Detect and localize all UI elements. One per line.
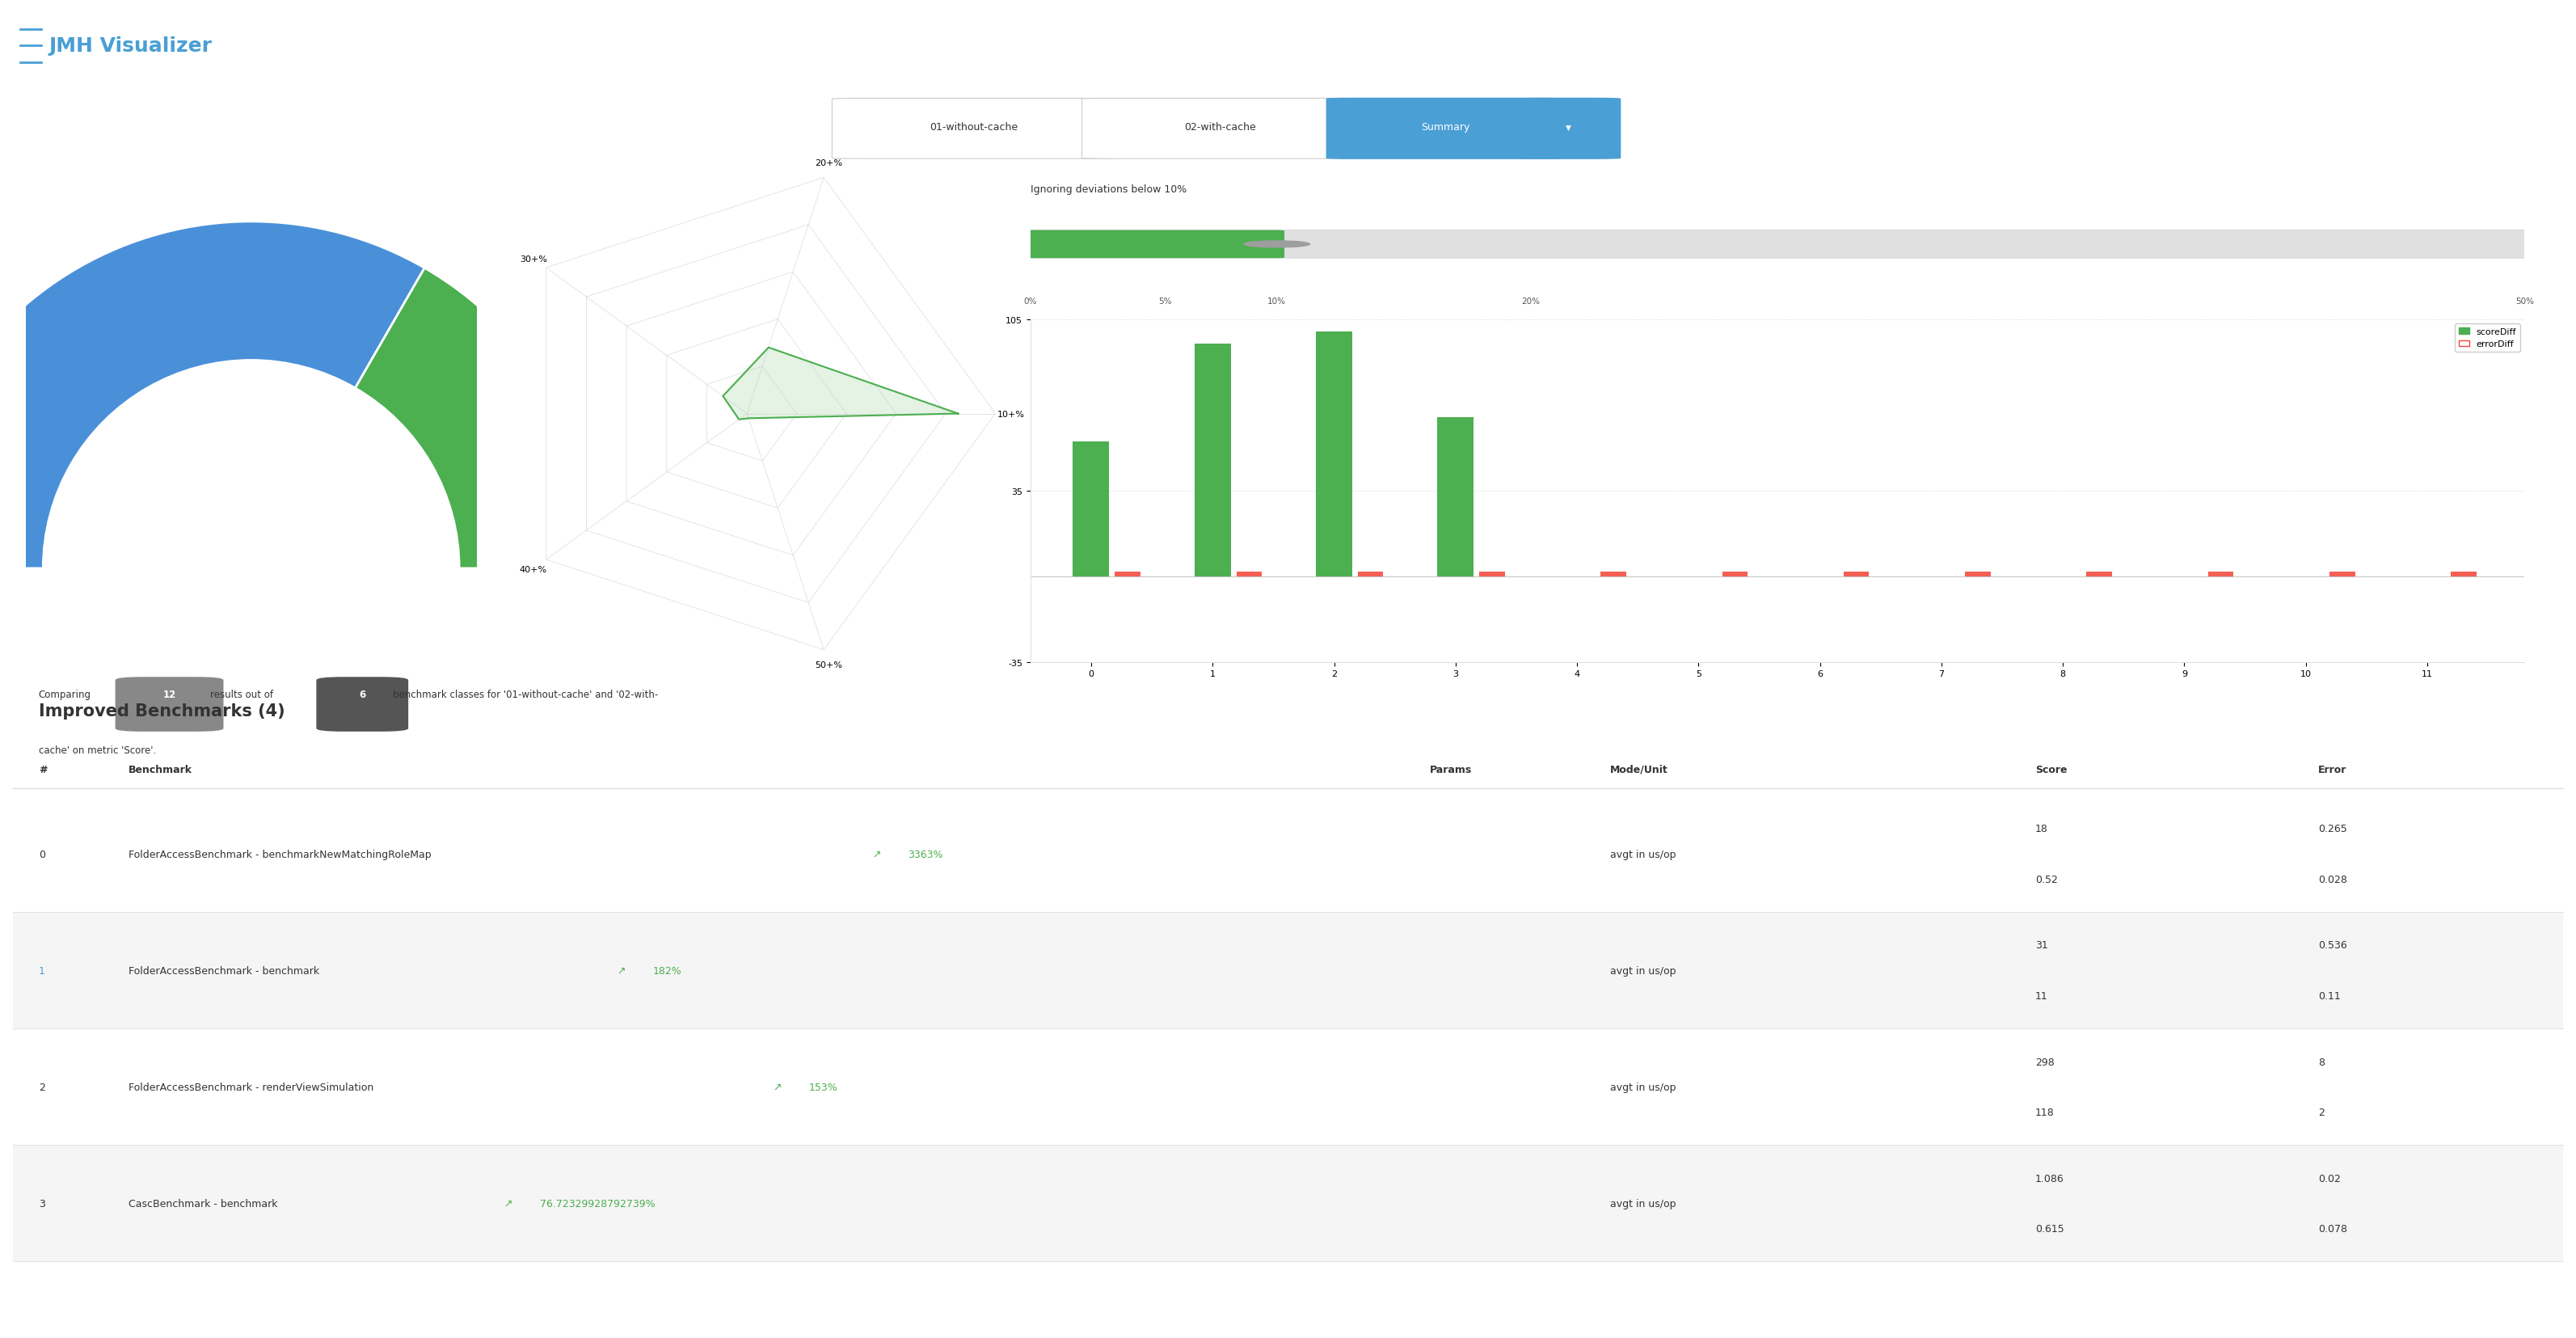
Text: Ignoring deviations below 10%: Ignoring deviations below 10% — [1030, 185, 1188, 195]
Text: 20%: 20% — [1522, 297, 1540, 306]
Circle shape — [1244, 241, 1309, 248]
Text: 118: 118 — [2035, 1107, 2053, 1117]
Text: 2: 2 — [39, 1081, 44, 1092]
Text: Benchmark: Benchmark — [129, 764, 193, 775]
FancyBboxPatch shape — [1517, 99, 1620, 159]
Text: 0.52: 0.52 — [2035, 874, 2058, 884]
Legend: scoreDiff, errorDiff: scoreDiff, errorDiff — [2455, 324, 2519, 352]
Bar — [1965, 571, 1991, 577]
Bar — [1316, 332, 1352, 577]
Bar — [2087, 571, 2112, 577]
Text: Params: Params — [1430, 764, 1471, 775]
FancyBboxPatch shape — [1023, 230, 2532, 258]
Text: CascBenchmark - benchmark: CascBenchmark - benchmark — [129, 1198, 278, 1208]
FancyBboxPatch shape — [832, 99, 1115, 159]
Text: ↗: ↗ — [773, 1081, 781, 1092]
Text: 11: 11 — [2035, 990, 2048, 1001]
Text: 31: 31 — [2035, 941, 2048, 950]
Bar — [1236, 571, 1262, 577]
Text: #: # — [39, 764, 46, 775]
Bar — [1358, 571, 1383, 577]
Text: 298: 298 — [2035, 1057, 2053, 1066]
Polygon shape — [724, 348, 958, 420]
Text: 1: 1 — [39, 965, 44, 975]
Text: FolderAccessBenchmark - renderViewSimulation: FolderAccessBenchmark - renderViewSimula… — [129, 1081, 374, 1092]
Text: Improved Benchmarks (4): Improved Benchmarks (4) — [39, 702, 286, 719]
Bar — [1115, 571, 1141, 577]
Text: FolderAccessBenchmark - benchmarkNewMatchingRoleMap: FolderAccessBenchmark - benchmarkNewMatc… — [129, 850, 433, 859]
Bar — [13, 1145, 2563, 1262]
Wedge shape — [0, 222, 425, 569]
FancyBboxPatch shape — [116, 677, 224, 732]
Text: Mode/Unit: Mode/Unit — [1610, 764, 1669, 775]
Text: 18: 18 — [2035, 824, 2048, 834]
Text: 182%: 182% — [654, 965, 683, 975]
Text: Error: Error — [2318, 764, 2347, 775]
Bar — [1437, 417, 1473, 577]
Text: 3: 3 — [39, 1198, 44, 1208]
Text: ▼: ▼ — [1566, 124, 1571, 131]
Text: avgt in us/op: avgt in us/op — [1610, 965, 1677, 975]
Text: 0.11: 0.11 — [2318, 990, 2342, 1001]
Text: 02-with-cache: 02-with-cache — [1185, 122, 1255, 132]
Text: benchmark classes for '01-without-cache' and '02-with-: benchmark classes for '01-without-cache'… — [394, 689, 659, 700]
Text: avgt in us/op: avgt in us/op — [1610, 1081, 1677, 1092]
Text: 0%: 0% — [1023, 297, 1038, 306]
Text: 6: 6 — [358, 689, 366, 700]
FancyBboxPatch shape — [1023, 230, 1285, 258]
Bar — [1600, 571, 1625, 577]
Text: 0.615: 0.615 — [2035, 1223, 2063, 1234]
Bar — [2329, 571, 2354, 577]
Text: ↗: ↗ — [616, 965, 626, 975]
FancyBboxPatch shape — [317, 677, 407, 732]
Bar — [1844, 571, 1870, 577]
Text: Comparing: Comparing — [39, 689, 90, 700]
Text: 153%: 153% — [809, 1081, 837, 1092]
Text: 3363%: 3363% — [907, 850, 943, 859]
Text: JMH Visualizer: JMH Visualizer — [49, 36, 211, 56]
Text: 0.078: 0.078 — [2318, 1223, 2347, 1234]
Text: Summary: Summary — [1422, 122, 1468, 132]
Text: 12: 12 — [162, 689, 175, 700]
Text: results out of: results out of — [209, 689, 273, 700]
Text: cache' on metric 'Score'.: cache' on metric 'Score'. — [39, 745, 157, 756]
Text: FolderAccessBenchmark - benchmark: FolderAccessBenchmark - benchmark — [129, 965, 319, 975]
Text: 76.72329928792739%: 76.72329928792739% — [541, 1198, 654, 1208]
Text: 0.02: 0.02 — [2318, 1173, 2342, 1183]
Text: 2: 2 — [2318, 1107, 2324, 1117]
Bar — [2450, 571, 2476, 577]
Bar — [13, 913, 2563, 1029]
Text: Score: Score — [2035, 764, 2066, 775]
Text: 0.028: 0.028 — [2318, 874, 2347, 884]
Text: ↗: ↗ — [871, 850, 881, 859]
Text: 0.536: 0.536 — [2318, 941, 2347, 950]
Text: 5%: 5% — [1159, 297, 1172, 306]
Text: ↗: ↗ — [502, 1198, 513, 1208]
Text: avgt in us/op: avgt in us/op — [1610, 850, 1677, 859]
Bar — [1723, 571, 1747, 577]
Wedge shape — [355, 269, 598, 569]
Bar — [1074, 442, 1110, 577]
Bar — [1479, 571, 1504, 577]
FancyBboxPatch shape — [1327, 99, 1564, 159]
Text: 10%: 10% — [1267, 297, 1285, 306]
Bar — [2208, 571, 2233, 577]
Text: 0: 0 — [39, 850, 46, 859]
Text: avgt in us/op: avgt in us/op — [1610, 1198, 1677, 1208]
Text: 0.265: 0.265 — [2318, 824, 2347, 834]
Text: 1.086: 1.086 — [2035, 1173, 2063, 1183]
Bar — [1195, 344, 1231, 577]
FancyBboxPatch shape — [1082, 99, 1358, 159]
Text: 8: 8 — [2318, 1057, 2326, 1066]
Text: 01-without-cache: 01-without-cache — [930, 122, 1018, 132]
Text: 50%: 50% — [2514, 297, 2535, 306]
